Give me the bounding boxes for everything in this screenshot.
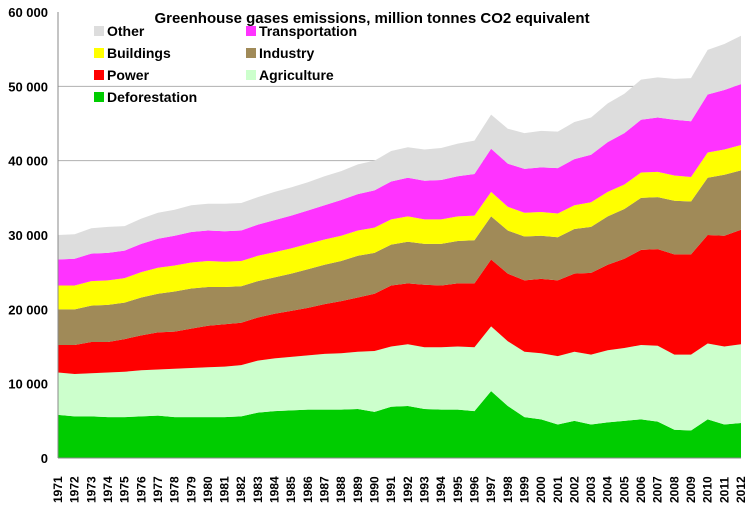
legend-label: Transportation [259,23,357,39]
legend-swatch [94,26,104,36]
legend-label: Buildings [107,45,171,61]
legend-swatch [246,26,256,36]
area-transportation [58,84,741,286]
x-tick-label: 1997 [484,476,498,503]
x-axis-ticks: 1971 1972 1973 1974 1975 1976 1977 1978 1979 1980… [51,476,748,503]
x-tick-label: 1990 [368,476,382,503]
x-tick-label: 2008 [667,476,681,503]
y-tick-label: 40 000 [8,154,48,169]
area-other [58,35,741,260]
x-tick-label: 1993 [417,476,431,503]
legend-swatch [94,92,104,102]
legend: Other Transportation Buildings Industry Powe… [94,23,357,105]
x-tick-label: 1989 [351,476,365,503]
x-tick-label: 1985 [284,476,298,503]
x-tick-label: 2007 [651,476,665,503]
legend-label: Industry [259,45,314,61]
x-tick-label: 1988 [334,476,348,503]
x-tick-label: 1984 [268,476,282,503]
x-tick-label: 1998 [501,476,515,503]
x-tick-label: 1981 [218,476,232,503]
chart-title: Greenhouse gases emissions, million tonn… [154,10,589,27]
y-tick-label: 30 000 [8,228,48,243]
x-tick-label: 1999 [517,476,531,503]
legend-label: Power [107,67,150,83]
area-buildings [58,145,741,310]
x-tick-label: 1987 [318,476,332,503]
area-power [58,229,741,374]
area-agriculture [58,326,741,431]
x-tick-label: 1991 [384,476,398,503]
legend-swatch [246,70,256,80]
x-tick-label: 2004 [601,476,615,503]
x-tick-label: 1986 [301,476,315,503]
x-tick-label: 1983 [251,476,265,503]
axes [57,12,741,459]
y-tick-label: 10 000 [8,377,48,392]
x-tick-label: 2006 [634,476,648,503]
y-tick-label: 0 [41,451,48,466]
x-tick-label: 2009 [684,476,698,503]
x-tick-label: 1972 [68,476,82,503]
legend-label: Deforestation [107,89,197,105]
x-tick-label: 2011 [717,477,731,503]
x-tick-label: 1971 [51,476,65,503]
y-axis-ticks: 0 10 000 20 000 30 000 40 000 50 000 60 000 [8,5,48,466]
x-tick-label: 1976 [134,476,148,503]
legend-swatch [94,70,104,80]
x-tick-label: 1996 [467,476,481,503]
x-tick-label: 1975 [118,476,132,503]
legend-swatch [94,48,104,58]
x-tick-label: 2000 [534,476,548,503]
x-tick-label: 1977 [151,476,165,503]
x-tick-label: 1974 [101,476,115,503]
x-tick-label: 2001 [551,476,565,503]
x-tick-label: 1994 [434,476,448,503]
x-tick-label: 1982 [234,476,248,503]
x-tick-label: 1979 [184,476,198,503]
x-tick-label: 1978 [168,476,182,503]
x-tick-label: 2002 [567,476,581,503]
x-tick-label: 1980 [201,476,215,503]
x-tick-label: 1995 [451,476,465,503]
x-tick-label: 2005 [617,476,631,503]
x-tick-label: 2003 [584,476,598,503]
x-tick-label: 1973 [84,476,98,503]
y-tick-label: 20 000 [8,302,48,317]
legend-label: Other [107,23,145,39]
legend-swatch [246,48,256,58]
x-tick-label: 1992 [401,476,415,503]
x-tick-label: 2012 [734,476,748,503]
area-series [58,35,741,458]
area-industry [58,170,741,346]
area-deforestation [58,391,741,458]
legend-label: Agriculture [259,67,334,83]
y-tick-label: 50 000 [8,79,48,94]
y-tick-label: 60 000 [8,5,48,20]
x-tick-label: 2010 [701,476,715,503]
